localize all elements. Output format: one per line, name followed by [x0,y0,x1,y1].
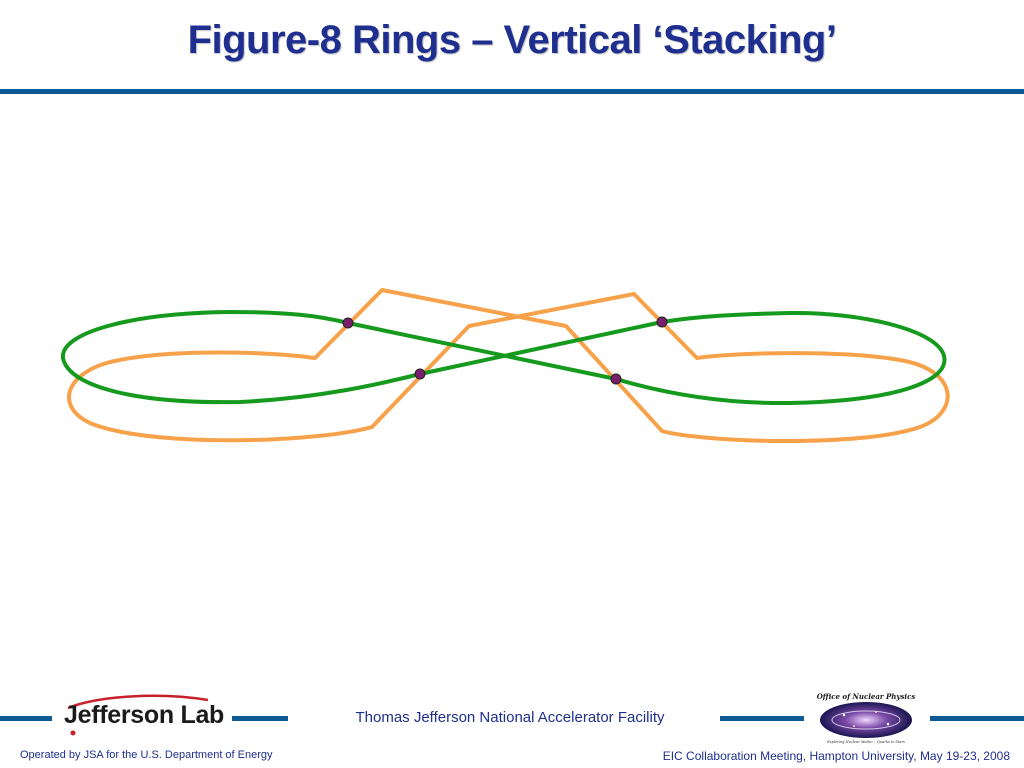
crossing-marker [610,373,622,385]
crossing-marker [414,368,426,380]
facility-name: Thomas Jefferson National Accelerator Fa… [355,709,665,726]
footer-bar-left [0,716,52,721]
jefferson-lab-swoosh [67,694,209,710]
green-ring [60,310,947,406]
jefferson-lab-logo [67,694,209,736]
green-ring-path [60,310,947,406]
orange-ring [67,288,950,444]
onp-logo-subtext: Exploring Nuclear Matter – Quarks to Sta… [826,740,905,744]
meeting-info: EIC Collaboration Meeting, Hampton Unive… [662,749,1010,763]
footer-bar-mid-left [232,716,288,721]
onp-logo-star [875,711,877,713]
onp-logo-ring [831,710,901,730]
footer-bar-mid-right [720,716,804,721]
title-divider [0,89,1024,94]
crossing-markers [342,316,668,385]
orange-ring-path [67,288,950,444]
onp-logo-star [886,722,890,726]
onp-logo-text: Office of Nuclear Physics [817,692,916,701]
onp-logo-star [842,713,846,717]
crossing-marker [656,316,668,328]
footer-bar-right [930,716,1024,721]
slide-title: Figure-8 Rings – Vertical ‘Stacking’ [187,18,837,62]
crossing-marker [342,317,354,329]
operated-by-text: Operated by JSA for the U.S. Department … [20,749,273,761]
jefferson-lab-logo-text: Jefferson Lab [64,701,225,729]
onp-logo-star [853,725,855,727]
jefferson-lab-dot [70,730,76,736]
office-of-nuclear-physics-logo: Office of Nuclear Physics Exploring Nucl… [817,692,916,744]
onp-logo-galaxy [820,702,912,738]
